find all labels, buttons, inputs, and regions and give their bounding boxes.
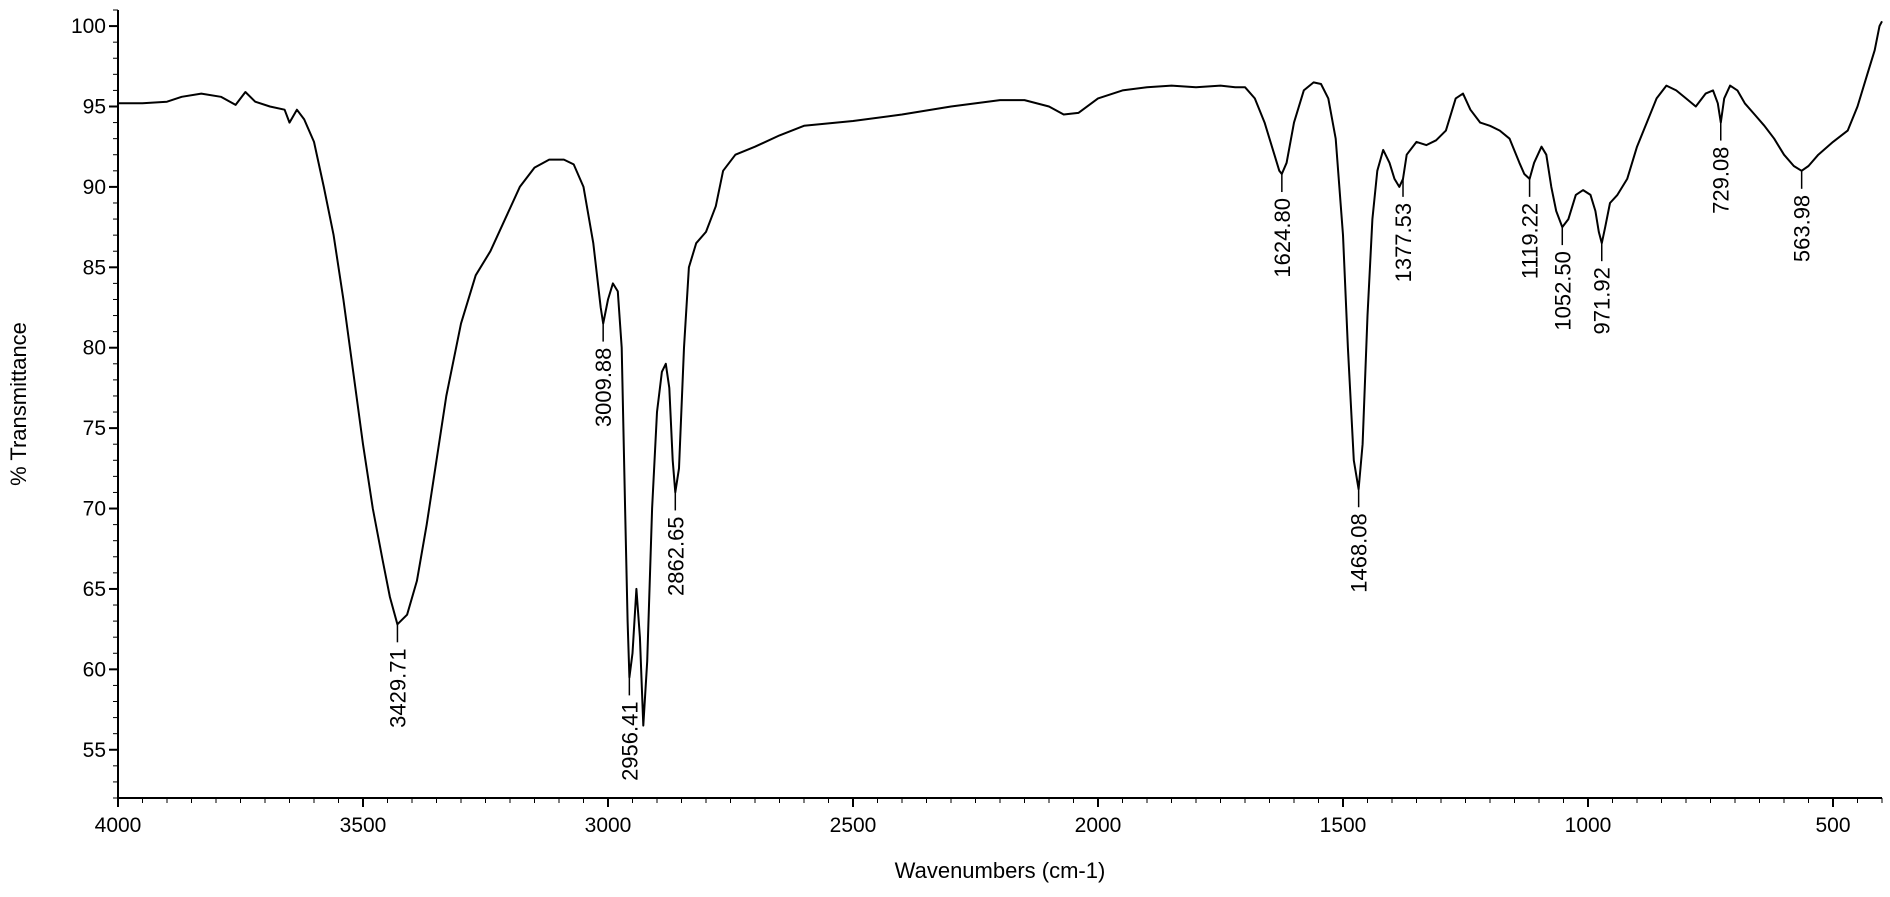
y-tick-label: 60: [83, 658, 106, 681]
peak-label: 3009.88: [591, 348, 616, 428]
peak-label: 971.92: [1590, 267, 1615, 334]
x-tick-label: 3500: [340, 814, 387, 837]
y-tick-label: 90: [83, 176, 106, 199]
x-tick-label: 1500: [1320, 814, 1367, 837]
peak-label: 1624.80: [1270, 198, 1295, 278]
x-axis-label: Wavenumbers (cm-1): [895, 858, 1106, 883]
y-tick-label: 55: [83, 739, 106, 762]
y-axis-label: % Transmittance: [6, 322, 31, 486]
peak-annotations: 3429.71 3009.88 2956.41 2862.65 1624.80 1468.…: [385, 122, 1815, 781]
y-tick-label: 85: [83, 256, 106, 279]
x-tick-label: 2500: [830, 814, 877, 837]
peak-label: 2956.41: [617, 701, 642, 781]
x-tick-label: 2000: [1075, 814, 1122, 837]
peak-label: 3429.71: [385, 648, 410, 728]
peak-label: 1468.08: [1347, 513, 1372, 593]
x-tick-label: 1000: [1565, 814, 1612, 837]
spectrum-line: [118, 20, 1883, 727]
peak-label: 1119.22: [1518, 203, 1543, 279]
peak-label: 2862.65: [663, 516, 688, 596]
peak-label: 563.98: [1790, 195, 1815, 262]
y-tick-label: 65: [83, 578, 106, 601]
ticks: 4000 3500 3000 2500 2000 1500 1000 500 55 60 65 70 7…: [71, 9, 1883, 837]
peak-label: 1377.53: [1391, 203, 1416, 283]
axes: [117, 10, 1882, 799]
series-layer: [118, 20, 1883, 727]
peak-label: 1052.50: [1550, 251, 1575, 331]
x-tick-label: 3000: [585, 814, 632, 837]
y-tick-label: 75: [83, 417, 106, 440]
y-tick-label: 80: [83, 337, 106, 360]
y-tick-label: 70: [83, 498, 106, 521]
x-tick-label: 4000: [95, 814, 142, 837]
peak-label: 729.08: [1709, 147, 1734, 214]
y-tick-label: 100: [71, 15, 106, 38]
x-tick-label: 500: [1815, 814, 1850, 837]
y-tick-label: 95: [83, 95, 106, 118]
